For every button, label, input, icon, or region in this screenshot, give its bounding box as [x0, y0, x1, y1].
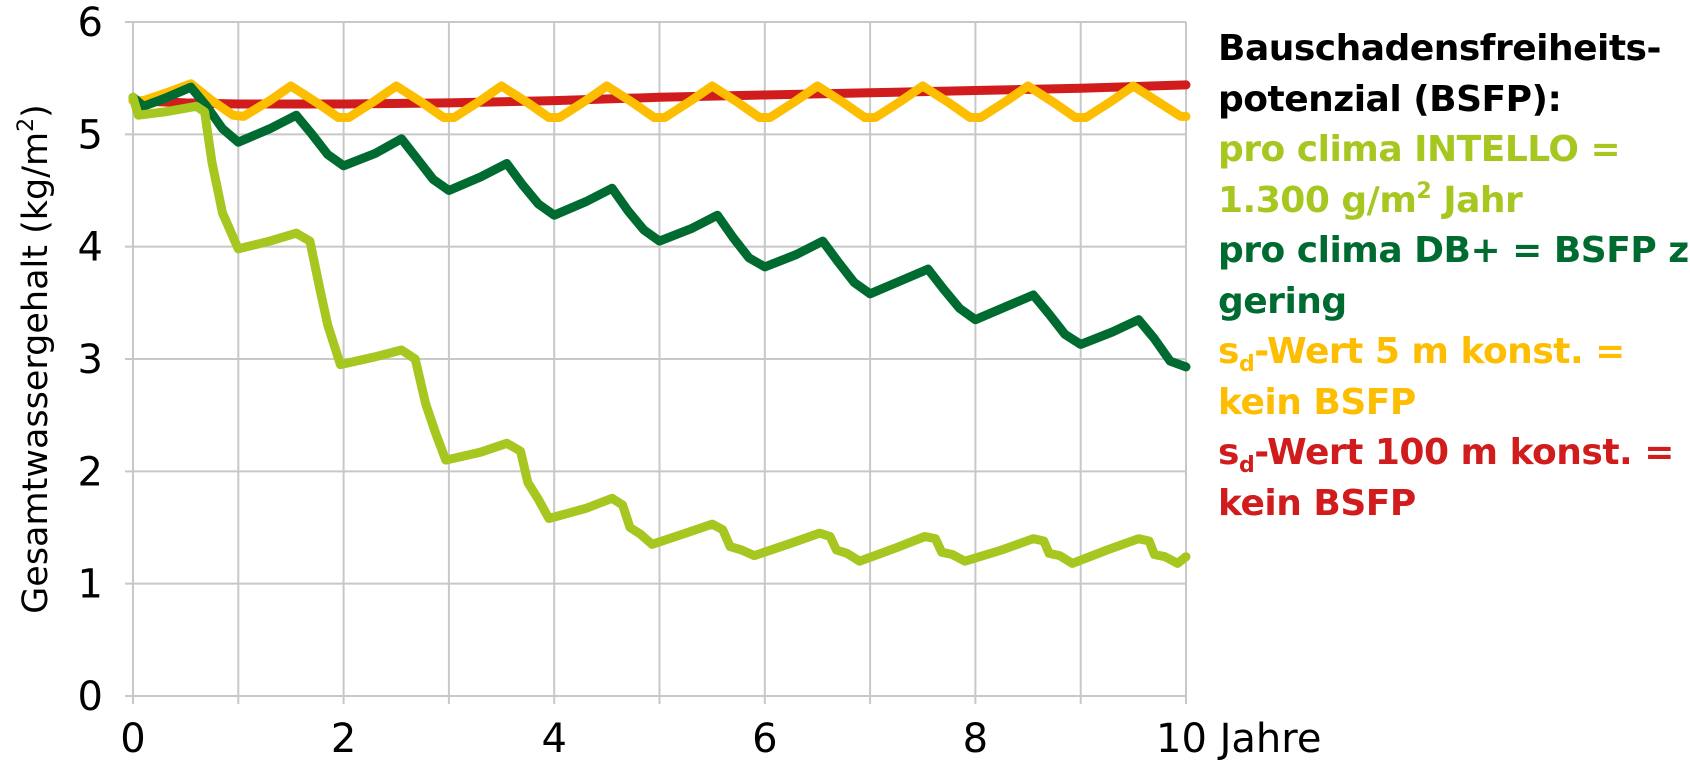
axis-ticks: 0 1 2 3 4 5 6 0 2 4 6 8 10 Jahre [78, 0, 1322, 762]
y-tick-label: 1 [78, 562, 103, 608]
legend-item-sd5: sd-Wert 5 m konst. = [1218, 331, 1625, 377]
y-tick-label: 2 [78, 449, 103, 495]
legend-title-line-1: Bauschadensfreiheits- [1218, 28, 1661, 69]
legend-item-sd100-cont: kein BSFP [1218, 482, 1416, 524]
series-line-2 [128, 79, 1191, 122]
legend-item-sd5-cont: kein BSFP [1218, 381, 1416, 423]
legend-item-intello-cont: 1.300 g/m2 Jahr [1218, 178, 1523, 221]
x-tick-label: 0 [120, 716, 145, 762]
x-tick-label: 2 [331, 716, 356, 762]
legend-item-dbplus: pro clima DB+ = BSFP zu [1218, 230, 1690, 271]
x-tick-label: 4 [541, 716, 566, 762]
legend-item-dbplus-cont: gering [1218, 280, 1347, 322]
y-tick-label: 0 [78, 674, 103, 720]
x-tick-label: 10 Jahre [1156, 716, 1321, 762]
legend-item-sd100: sd-Wert 100 m konst. = [1218, 432, 1674, 478]
series-lines [128, 79, 1191, 568]
y-tick-label: 3 [78, 337, 103, 383]
grid-lines [125, 21, 1187, 704]
y-tick-label: 4 [78, 225, 103, 271]
x-tick-label: 6 [752, 716, 777, 762]
series-line-0 [128, 92, 1191, 568]
legend: Bauschadensfreiheits- potenzial (BSFP): … [1218, 24, 1690, 529]
legend-item-intello: pro clima INTELLO = [1218, 129, 1621, 170]
y-tick-label: 6 [78, 0, 103, 46]
x-tick-label: 8 [963, 716, 988, 762]
y-tick-label: 5 [78, 112, 103, 158]
series-line-3 [128, 80, 1191, 109]
y-axis-label: Gesamtwassergehalt (kg/m2) [14, 104, 56, 614]
legend-title-line-2: potenzial (BSFP): [1218, 78, 1562, 120]
series-line-1 [128, 82, 1191, 372]
